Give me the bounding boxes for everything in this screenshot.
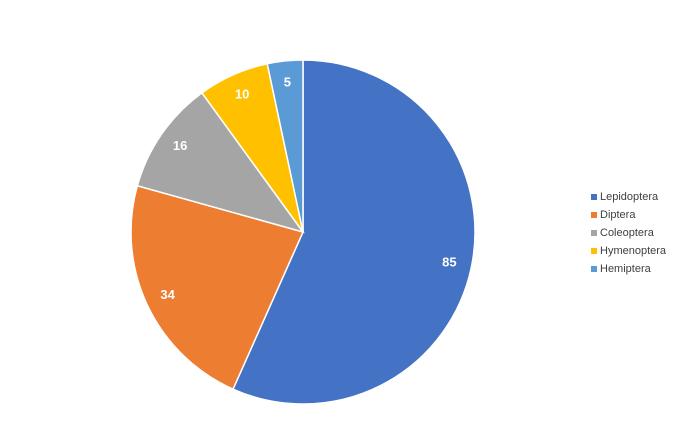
legend-label: Hymenoptera — [600, 245, 667, 257]
value-label: 34 — [160, 287, 175, 302]
legend-label: Lepidoptera — [600, 191, 659, 203]
legend-swatch — [591, 266, 597, 272]
legend-swatch — [591, 248, 597, 254]
legend-swatch — [591, 194, 597, 200]
pie-slice — [136, 91, 305, 234]
pie-slice — [232, 59, 476, 405]
value-label: 16 — [173, 138, 187, 153]
legend-swatch — [591, 230, 597, 236]
legend-swatch — [591, 212, 597, 218]
value-label: 10 — [235, 87, 249, 102]
legend-label: Diptera — [600, 209, 636, 221]
value-label: 85 — [442, 255, 456, 270]
pie-slice — [266, 59, 304, 233]
legend-label: Hemiptera — [600, 263, 652, 275]
pie-slice — [130, 184, 305, 391]
legend-label: Coleoptera — [600, 227, 655, 239]
value-label: 5 — [284, 75, 291, 90]
